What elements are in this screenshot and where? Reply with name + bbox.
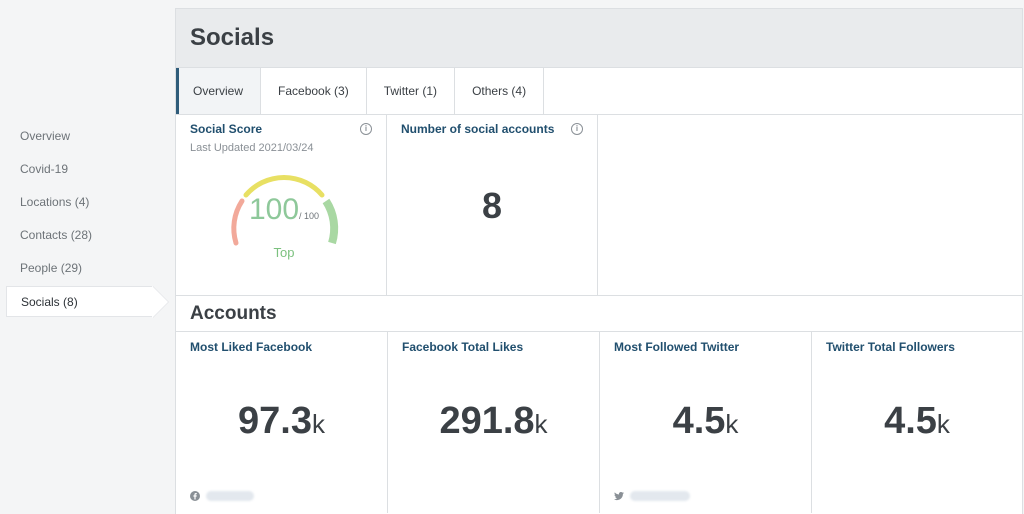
metric-unit: k bbox=[311, 409, 325, 439]
account-name-redacted bbox=[630, 491, 690, 501]
tab-overview[interactable]: Overview bbox=[176, 68, 262, 114]
sidebar-item-locations[interactable]: Locations (4) bbox=[20, 195, 90, 209]
gauge-arc bbox=[231, 175, 339, 246]
most-liked-facebook-card: Most Liked Facebook 97.3k bbox=[176, 332, 388, 513]
account-name-redacted bbox=[206, 491, 254, 501]
page-title: Socials bbox=[190, 24, 275, 51]
accounts-section-title: Accounts bbox=[176, 296, 1022, 332]
most-followed-twitter-title: Most Followed Twitter bbox=[614, 340, 740, 354]
score-value: 100/ 100 bbox=[224, 193, 344, 227]
account-link[interactable] bbox=[190, 491, 254, 501]
sidebar-item-contacts[interactable]: Contacts (28) bbox=[20, 228, 93, 242]
twitter-icon bbox=[614, 492, 624, 501]
sidebar: Overview Covid-19 Locations (4) Contacts… bbox=[0, 0, 176, 514]
score-max: / 100 bbox=[299, 211, 320, 221]
page-header: Socials bbox=[176, 9, 1022, 68]
tab-others[interactable]: Others (4) bbox=[455, 68, 545, 114]
social-score-title: Social Score bbox=[190, 122, 263, 136]
sidebar-item-socials[interactable]: Socials (8) bbox=[6, 286, 169, 318]
twitter-total-followers-value: 4.5k bbox=[812, 400, 1022, 443]
social-accounts-count-card: Number of social accounts i 8 bbox=[387, 115, 598, 295]
metric-number: 4.5 bbox=[884, 400, 937, 442]
social-accounts-count-value: 8 bbox=[481, 185, 503, 226]
info-icon[interactable]: i bbox=[360, 123, 372, 135]
social-accounts-count-title: Number of social accounts bbox=[401, 122, 555, 136]
score-number: 100 bbox=[248, 193, 300, 226]
sidebar-item-overview[interactable]: Overview bbox=[20, 129, 71, 143]
facebook-total-likes-title: Facebook Total Likes bbox=[402, 340, 524, 354]
metric-number: 291.8 bbox=[439, 400, 535, 442]
facebook-icon bbox=[190, 491, 200, 501]
summary-row: Social Score Last Updated 2021/03/24 i 1… bbox=[176, 115, 1022, 296]
account-link[interactable] bbox=[614, 491, 690, 501]
facebook-total-likes-card: Facebook Total Likes 291.8k bbox=[388, 332, 600, 513]
twitter-total-followers-title: Twitter Total Followers bbox=[826, 340, 955, 354]
most-liked-facebook-value: 97.3k bbox=[176, 400, 387, 443]
main-panel: Socials Overview Facebook (3) Twitter (1… bbox=[175, 8, 1023, 514]
twitter-total-followers-card: Twitter Total Followers 4.5k bbox=[812, 332, 1022, 513]
score-rating: Top bbox=[273, 245, 295, 260]
sidebar-item-people[interactable]: People (29) bbox=[20, 261, 83, 275]
accounts-row: Most Liked Facebook 97.3k Facebook Total… bbox=[176, 332, 1022, 513]
tab-twitter[interactable]: Twitter (1) bbox=[366, 68, 456, 114]
tab-bar: Overview Facebook (3) Twitter (1) Others… bbox=[176, 68, 1022, 115]
social-score-card: Social Score Last Updated 2021/03/24 i 1… bbox=[176, 115, 387, 295]
most-followed-twitter-card: Most Followed Twitter 4.5k bbox=[600, 332, 812, 513]
most-followed-twitter-value: 4.5k bbox=[600, 400, 811, 443]
sidebar-item-covid-19[interactable]: Covid-19 bbox=[20, 162, 69, 176]
empty-card bbox=[598, 115, 1022, 295]
sidebar-nav: Overview Covid-19 Locations (4) Contacts… bbox=[0, 120, 176, 318]
metric-unit: k bbox=[936, 409, 950, 439]
last-updated-text: Last Updated 2021/03/24 bbox=[190, 142, 314, 154]
tab-facebook[interactable]: Facebook (3) bbox=[261, 68, 367, 114]
metric-unit: k bbox=[534, 409, 548, 439]
metric-number: 97.3 bbox=[238, 400, 312, 442]
most-liked-facebook-title: Most Liked Facebook bbox=[190, 340, 313, 354]
metric-number: 4.5 bbox=[672, 400, 726, 442]
metric-unit: k bbox=[725, 409, 739, 439]
facebook-total-likes-value: 291.8k bbox=[388, 400, 599, 443]
info-icon[interactable]: i bbox=[571, 123, 583, 135]
score-gauge: 100/ 100 Top bbox=[224, 163, 344, 260]
